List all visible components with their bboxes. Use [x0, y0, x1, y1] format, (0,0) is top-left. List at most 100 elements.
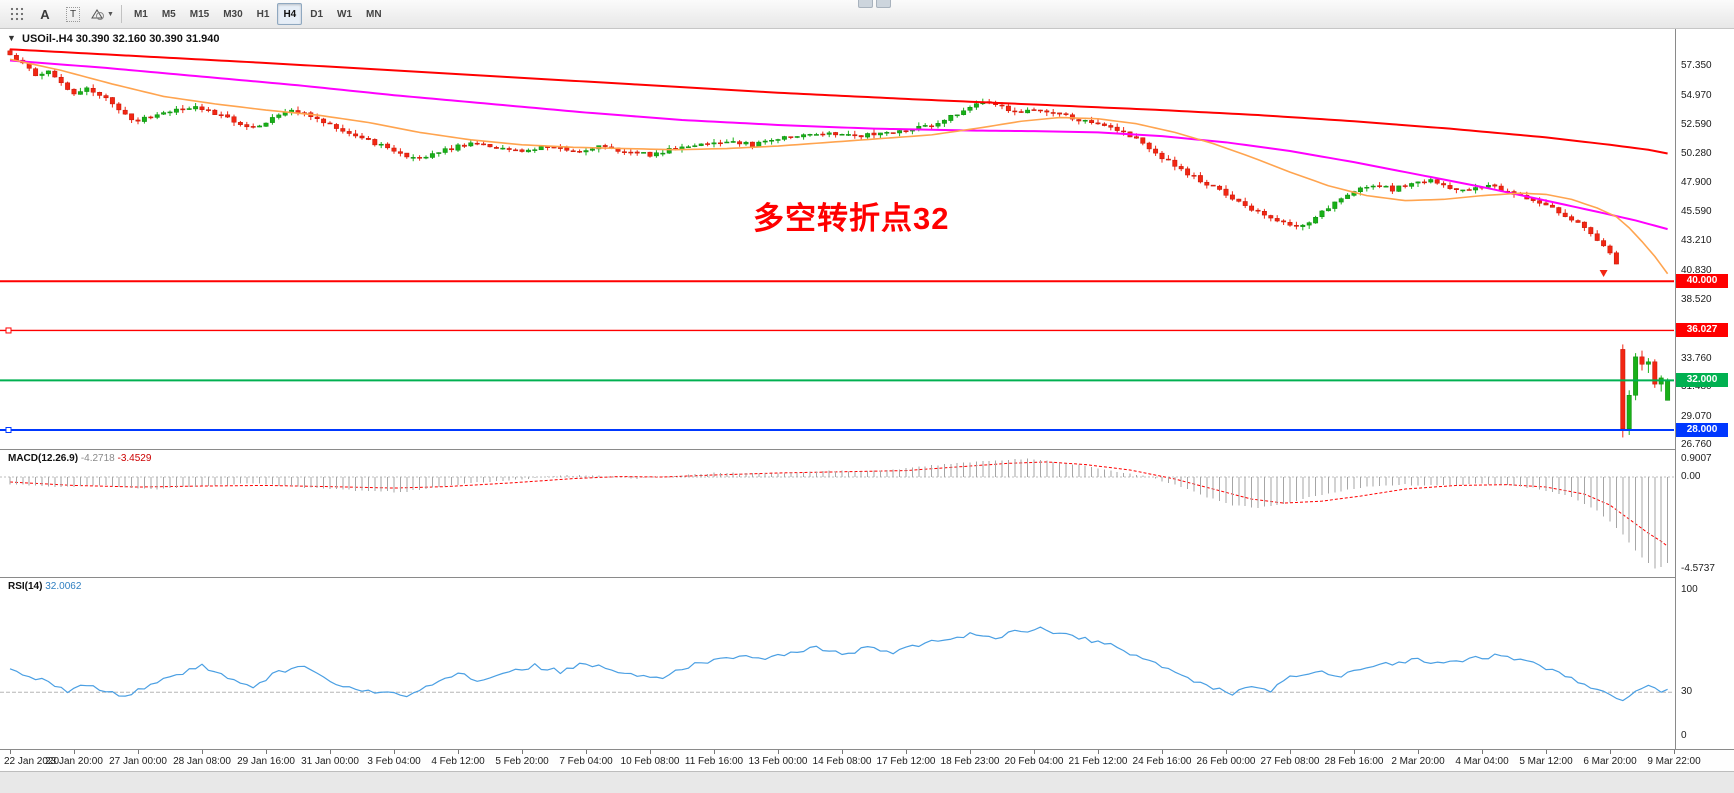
time-axis-label: 27 Jan 00:00 — [109, 756, 167, 767]
timeframe-h1-button[interactable]: H1 — [256, 8, 270, 20]
time-tick — [522, 750, 523, 754]
shapes-tool-button[interactable]: ▼ — [88, 2, 115, 26]
time-axis-label: 11 Feb 16:00 — [684, 756, 744, 767]
time-axis-label: 6 Mar 20:00 — [1583, 756, 1637, 767]
time-tick — [842, 750, 843, 754]
time-tick — [650, 750, 651, 754]
time-axis-label: 28 Feb 16:00 — [1324, 756, 1384, 767]
timeframe-mn-button[interactable]: MN — [366, 8, 382, 20]
time-tick — [1226, 750, 1227, 754]
time-axis-label: 27 Feb 08:00 — [1260, 756, 1320, 767]
time-axis-label: 5 Mar 12:00 — [1519, 756, 1573, 767]
cropped-toolbar-icon — [858, 0, 873, 8]
timeframe-w1-button[interactable]: W1 — [337, 8, 353, 20]
ma-red-line — [9, 48, 1668, 155]
price-tag-40.000: 40.000 — [1676, 274, 1728, 289]
timeframe-h4-button[interactable]: H4 — [277, 3, 303, 25]
price-axis-label: 52.590 — [1681, 119, 1712, 131]
cropped-toolbar-icon — [876, 0, 891, 8]
shapes-icon — [91, 9, 104, 20]
price-axis-label: 40.830 — [1681, 264, 1712, 276]
time-tick — [330, 750, 331, 754]
time-axis-label: 29 Jan 16:00 — [237, 756, 295, 767]
time-tick — [74, 750, 75, 754]
toolbar-separator — [120, 5, 122, 23]
macd-axis-label: 0.9007 — [1681, 452, 1712, 464]
time-axis-label: 23 Jan 20:00 — [45, 756, 103, 767]
macd-value-main: -4.2718 — [80, 453, 115, 464]
time-tick — [138, 750, 139, 754]
timeframe-d1-button[interactable]: D1 — [310, 8, 324, 20]
price-axis-label: 54.970 — [1681, 89, 1712, 101]
text-tool-button[interactable]: A — [40, 6, 50, 22]
time-axis-label: 26 Feb 00:00 — [1196, 756, 1256, 767]
macd-axis-label: 0.00 — [1681, 471, 1701, 482]
time-tick — [458, 750, 459, 754]
time-tick — [266, 750, 267, 754]
time-axis-label: 20 Feb 04:00 — [1004, 756, 1064, 767]
panel-splitter-macd[interactable] — [0, 449, 1734, 450]
price-axis-label: 38.520 — [1681, 293, 1712, 305]
time-axis-label: 5 Feb 20:00 — [495, 756, 549, 767]
price-axis[interactable]: 57.350 54.970 52.590 50.280 47.900 45.590 43.2… — [1675, 28, 1734, 749]
price-axis-label: 26.760 — [1681, 439, 1712, 451]
price-axis-label: 43.210 — [1681, 235, 1712, 247]
ma-orange-line — [9, 58, 1669, 275]
time-axis-label: 2 Mar 20:00 — [1391, 756, 1445, 767]
macd-name: MACD(12.26.9) — [8, 453, 79, 464]
time-axis-label: 31 Jan 00:00 — [301, 756, 359, 767]
time-tick — [1482, 750, 1483, 754]
macd-value-signal: -3.4529 — [117, 453, 152, 464]
chart-annotation-text[interactable]: 多空转折点32 — [753, 201, 950, 236]
candles — [7, 48, 1671, 438]
rsi-name: RSI(14) — [8, 581, 43, 592]
price-axis-label: 47.900 — [1681, 177, 1712, 189]
crosshair-tool-button[interactable] — [4, 2, 30, 26]
one-click-trading-arrow[interactable]: ▼ — [7, 33, 16, 43]
chevron-down-icon: ▼ — [107, 10, 114, 18]
time-axis-label: 13 Feb 00:00 — [748, 756, 808, 767]
text-frame-tool-button[interactable]: T — [60, 2, 86, 26]
rsi-axis-label: 100 — [1681, 584, 1698, 595]
timeframe-m5-button[interactable]: M5 — [161, 8, 176, 20]
macd-label: MACD(12.26.9) -4.2718 -3.4529 — [8, 453, 151, 464]
price-axis-label: 57.350 — [1681, 60, 1712, 72]
chart-title: USOil-.H4 30.390 32.160 30.390 31.940 — [22, 33, 220, 45]
time-axis-label: 4 Mar 04:00 — [1455, 756, 1509, 767]
price-axis-label: 33.760 — [1681, 352, 1712, 364]
time-tick — [202, 750, 203, 754]
rsi-axis-label: 0 — [1681, 730, 1687, 741]
rsi-panel — [0, 626, 1674, 702]
time-tick — [1034, 750, 1035, 754]
time-axis-label: 7 Feb 04:00 — [559, 756, 613, 767]
time-tick — [1674, 750, 1675, 754]
time-tick — [1290, 750, 1291, 754]
chart-toolbar: A T ▼ M1 M5 M15 M30 H1 H4 D1 W1 MN — [0, 0, 1734, 29]
timeframe-m15-button[interactable]: M15 — [189, 8, 210, 20]
horizontal-lines — [0, 280, 1674, 433]
text-frame-icon: T — [65, 6, 81, 22]
price-tag-36.027: 36.027 — [1676, 323, 1728, 338]
time-axis-label: 28 Jan 08:00 — [173, 756, 231, 767]
time-tick — [394, 750, 395, 754]
time-tick — [714, 750, 715, 754]
price-axis-label: 45.590 — [1681, 205, 1712, 217]
time-axis[interactable]: 22 Jan 2020 23 Jan 20:00 27 Jan 00:00 28 Ja… — [0, 750, 1734, 771]
time-axis-label: 4 Feb 12:00 — [431, 756, 485, 767]
time-tick — [1546, 750, 1547, 754]
rsi-value: 32.0062 — [45, 581, 82, 592]
time-axis-label: 10 Feb 08:00 — [620, 756, 680, 767]
price-tag-28.000: 28.000 — [1676, 423, 1728, 437]
time-tick — [10, 750, 11, 754]
time-tick — [970, 750, 971, 754]
price-axis-label: 50.280 — [1681, 147, 1712, 159]
time-axis-border — [0, 749, 1734, 750]
time-axis-label: 14 Feb 08:00 — [812, 756, 872, 767]
timeframe-m30-button[interactable]: M30 — [223, 8, 243, 20]
time-tick — [1354, 750, 1355, 754]
panel-splitter-rsi[interactable] — [0, 577, 1734, 578]
timeframe-m1-button[interactable]: M1 — [133, 8, 148, 20]
rsi-label: RSI(14) 32.0062 — [8, 581, 81, 592]
